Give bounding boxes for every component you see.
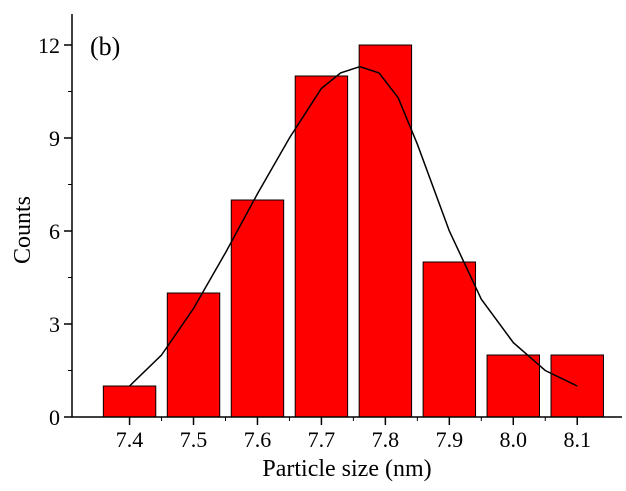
x-tick-label: 7.9 (436, 427, 464, 452)
bar-7.6 (230, 199, 285, 418)
x-axis-label: Particle size (nm) (262, 456, 431, 482)
bar-7.9 (422, 261, 477, 418)
gaussian-fit-curve (129, 65, 578, 387)
bar-8.1 (550, 354, 604, 418)
bars-group (102, 44, 604, 418)
y-tick-label: 12 (38, 33, 60, 58)
bar-7.7 (294, 75, 349, 418)
bar-7.5 (166, 292, 221, 418)
y-tick-label: 3 (49, 312, 60, 337)
x-tick-label: 7.8 (372, 427, 400, 452)
x-tick-label: 8.1 (563, 427, 591, 452)
bar-7.4 (102, 385, 157, 418)
axes-group: 0 3 6 9 12 7.4 7.5 7.6 7.7 7.8 7.9 8.0 8.1 (38, 14, 622, 452)
x-tick-label: 7.4 (116, 427, 144, 452)
x-tick-label: 7.6 (244, 427, 272, 452)
y-tick-label: 6 (49, 219, 60, 244)
y-axis-label: Counts (10, 196, 36, 264)
x-tick-label: 7.7 (308, 427, 336, 452)
panel-label: (b) (90, 32, 120, 61)
x-tick-label: 7.5 (180, 427, 208, 452)
x-tick-label: 8.0 (500, 427, 528, 452)
bar-8.0 (486, 354, 540, 418)
y-tick-label: 9 (49, 126, 60, 151)
bar-7.8 (358, 44, 413, 418)
y-tick-label: 0 (49, 405, 60, 430)
